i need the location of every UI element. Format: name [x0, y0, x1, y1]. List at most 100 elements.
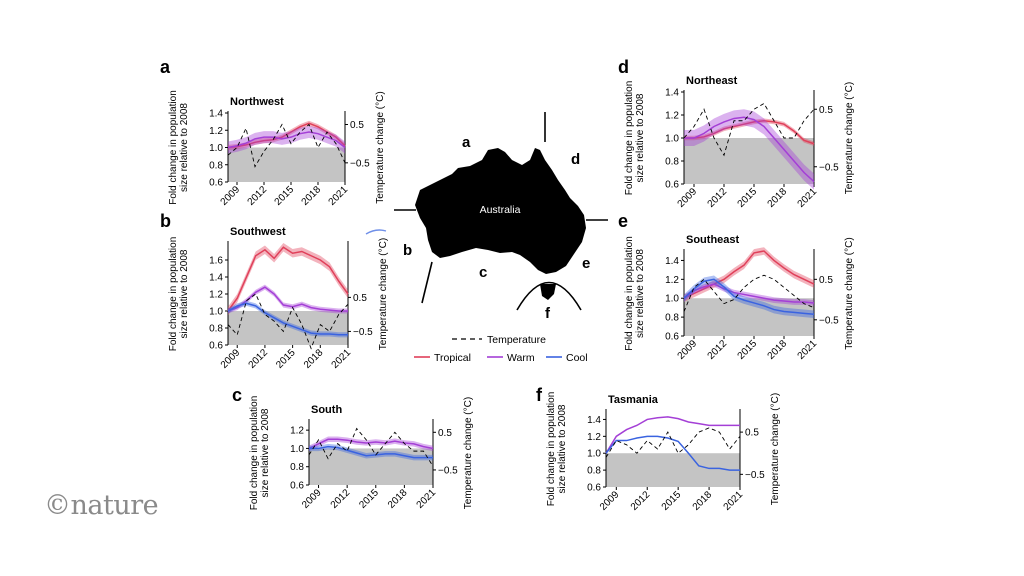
y-tick-label: 0.8 [587, 466, 601, 477]
divider-southwest [421, 261, 433, 304]
y-tick-label: 0.6 [665, 332, 679, 343]
panel-title: Northwest [230, 96, 284, 108]
y-axis-label-line1: Fold change in population [168, 237, 179, 352]
below-baseline-area [684, 298, 814, 336]
panel-letter-f: f [536, 385, 543, 405]
chart-panel-f: f Tasmania 0.6 0.8 1.0 1.2 1.4 −0.5 0.5 2009 2012 2… [536, 385, 781, 513]
series-line-cool [227, 302, 348, 336]
decorative-squiggle [365, 229, 387, 235]
y2-tick-label: 0.5 [438, 428, 452, 439]
x-tick-label: 2015 [660, 489, 684, 513]
y-tick-label: 1.2 [209, 126, 223, 137]
y-axis-label-line1: Fold change in population [546, 392, 557, 507]
series-line-cool [605, 435, 740, 471]
y-tick-label: 1.0 [209, 143, 223, 154]
x-tick-label: 2009 [676, 186, 700, 210]
map-letter-b: b [403, 242, 412, 259]
y2-tick-label: 0.5 [745, 428, 759, 439]
y-axis-label-line2: size relative to 2008 [179, 249, 190, 338]
y-tick-label: 1.2 [587, 432, 601, 443]
y-tick-label: 1.0 [665, 134, 679, 145]
x-tick-label: 2012 [629, 489, 653, 513]
x-tick-label: 2009 [676, 338, 700, 362]
x-tick-label: 2012 [246, 184, 270, 208]
below-baseline-area [606, 453, 740, 487]
y2-tick-label: 0.5 [819, 275, 833, 286]
x-tick-label: 2021 [327, 184, 351, 208]
x-tick-label: 2021 [722, 489, 746, 513]
below-baseline-area [684, 138, 814, 184]
y-tick-label: 0.8 [665, 157, 679, 168]
chart-panel-e: e Southeast 0.6 0.8 1.0 1.2 1.4 −0.5 0.5 2009 2012… [618, 211, 855, 362]
legend-temperature-label: Temperature [487, 334, 546, 346]
y2-axis-label: Temperature change (°C) [463, 397, 474, 509]
x-tick-label: 2018 [766, 186, 790, 210]
y2-axis-label: Temperature change (°C) [844, 237, 855, 349]
tasmania-arc [516, 281, 582, 311]
panel-title: Tasmania [608, 394, 659, 406]
x-tick-label: 2015 [736, 186, 760, 210]
australia-landmass [415, 148, 586, 274]
below-baseline-area [228, 311, 348, 345]
x-tick-label: 2021 [415, 487, 439, 511]
temperature-line [605, 427, 741, 458]
y-tick-label: 0.6 [587, 483, 601, 494]
temperature-line [227, 123, 346, 168]
x-tick-label: 2018 [300, 184, 324, 208]
x-tick-label: 2021 [796, 338, 820, 362]
y-axis-label-line2: size relative to 2008 [179, 103, 190, 192]
y-tick-label: 1.0 [665, 294, 679, 305]
y-tick-label: 1.4 [665, 256, 679, 267]
panel-letter-c: c [232, 385, 242, 405]
map-letter-c: c [479, 264, 487, 281]
panel-letter-b: b [160, 211, 171, 231]
panel-title: Southwest [230, 226, 286, 238]
panel-title: South [311, 404, 342, 416]
series-line-tropical [227, 246, 349, 312]
chart-panel-d: d Northeast 0.6 0.8 1.0 1.2 1.4 −0.5 0.5 2009 2012… [618, 57, 855, 210]
series-line-warm [605, 416, 740, 454]
y2-tick-label: −0.5 [745, 470, 765, 481]
x-tick-label: 2015 [273, 184, 297, 208]
below-baseline-area [228, 147, 345, 182]
y-tick-label: 0.6 [665, 180, 679, 191]
y2-tick-label: 0.5 [353, 293, 367, 304]
y2-tick-label: −0.5 [819, 315, 839, 326]
series-line-warm [308, 438, 434, 450]
y-tick-label: 0.6 [209, 341, 223, 352]
x-tick-label: 2015 [274, 347, 298, 371]
below-baseline-area [309, 448, 433, 485]
x-tick-label: 2012 [706, 186, 730, 210]
legend: Temperature Tropical Warm Cool [414, 334, 588, 364]
x-tick-label: 2009 [598, 489, 622, 513]
map-letter-f: f [545, 305, 551, 322]
y2-axis-label: Temperature change (°C) [844, 82, 855, 194]
series-band-warm [228, 284, 348, 314]
series-band-cool [684, 275, 814, 319]
y-tick-label: 1.4 [665, 88, 679, 99]
series-band-tropical [228, 243, 348, 316]
y-axis-label-line1: Fold change in population [249, 396, 260, 511]
y-tick-label: 0.6 [209, 178, 223, 189]
y-axis-label-line1: Fold change in population [168, 90, 179, 205]
y-tick-label: 1.0 [209, 307, 223, 318]
series-line-warm [683, 283, 815, 304]
y-tick-label: 0.8 [290, 462, 304, 473]
x-tick-label: 2021 [330, 347, 354, 371]
legend-cool-label: Cool [566, 352, 588, 364]
y2-axis-label: Temperature change (°C) [378, 238, 389, 350]
y-tick-label: 1.2 [290, 426, 304, 437]
australia-map: a b c d e f Australia [365, 112, 608, 322]
series-band-warm [684, 281, 814, 306]
map-letter-d: d [571, 151, 580, 168]
temperature-line [227, 293, 349, 350]
y2-tick-label: −0.5 [438, 465, 458, 476]
series-line-warm [684, 116, 815, 183]
x-tick-label: 2021 [796, 186, 820, 210]
legend-warm-label: Warm [507, 352, 535, 364]
series-line-cool [309, 445, 433, 459]
